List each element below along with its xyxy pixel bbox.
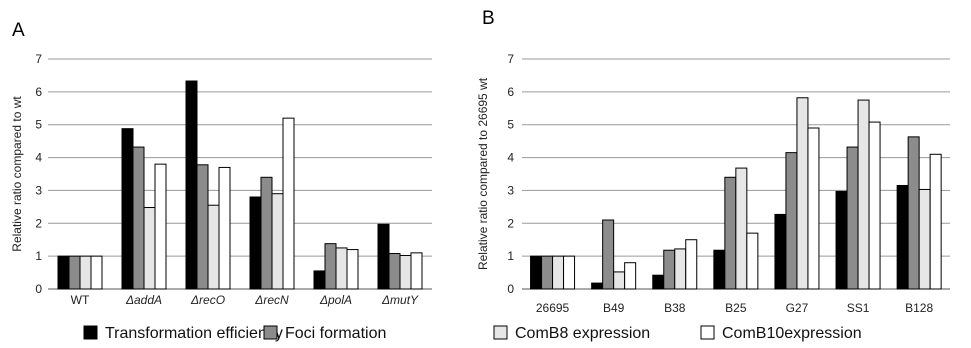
bar-b <box>896 185 909 290</box>
y-tick-label-a: 0 <box>35 282 42 296</box>
y-tick-label-a: 5 <box>35 118 42 132</box>
bar-b <box>602 219 615 290</box>
bar-a <box>249 196 262 290</box>
bar-a <box>68 255 81 290</box>
y-tick-label-a: 1 <box>35 249 42 263</box>
bar-a <box>79 255 92 290</box>
bar-a <box>207 204 220 290</box>
y-tick-label-a: 7 <box>35 52 42 66</box>
y-tick-label-b: 7 <box>507 52 514 66</box>
bar-a <box>324 243 337 290</box>
bar-b <box>857 99 870 290</box>
bar-a <box>377 223 390 290</box>
bar-b <box>541 255 554 290</box>
bar-b <box>735 167 748 290</box>
x-category-label-a: ΔmutY <box>381 293 419 307</box>
x-category-label-a: ΔpolA <box>319 293 352 307</box>
bar-b <box>835 190 848 290</box>
y-tick-label-a: 4 <box>35 151 42 165</box>
legend-swatch <box>493 325 508 340</box>
bar-b <box>663 249 676 290</box>
bar-b <box>563 255 576 290</box>
legend-label: Foci formation <box>285 325 386 342</box>
x-category-label-b: SS1 <box>847 301 870 315</box>
y-tick-label-b: 1 <box>507 249 514 263</box>
bar-b <box>724 176 737 290</box>
bar-b <box>918 188 931 290</box>
y-tick-label-b: 5 <box>507 118 514 132</box>
bar-a <box>57 255 70 290</box>
bar-b <box>746 232 759 290</box>
bar-a <box>218 166 231 290</box>
panel-letter-b: B <box>482 8 495 29</box>
x-category-label-b: B49 <box>603 301 625 315</box>
bar-a <box>399 254 412 290</box>
panel-a: A Relative ratio compared to wt 0 1 2 3 4 5 6 7… <box>10 20 432 307</box>
bar-b <box>807 127 820 290</box>
legend-swatch <box>700 325 715 340</box>
plot-area-b: 0 1 2 3 4 5 6 7 26695 B49 B38 B25 G27 SS1 B128 <box>507 52 950 315</box>
y-tick-label-b: 4 <box>507 151 514 165</box>
bar-a <box>121 128 134 290</box>
bar-a <box>260 176 273 290</box>
x-category-label-a: WT <box>71 293 90 307</box>
bar-b <box>785 152 798 290</box>
panel-letter-a: A <box>12 20 25 41</box>
bar-a <box>388 253 401 290</box>
bar-b <box>846 146 859 290</box>
bar-a <box>154 163 167 290</box>
bar-b <box>674 248 687 290</box>
legend: Transformation efficiency Foci formation C… <box>83 325 862 342</box>
bar-b <box>868 121 881 290</box>
bar-a <box>90 255 103 290</box>
bar-a <box>282 117 295 290</box>
legend-label: Transformation efficiency <box>105 325 283 342</box>
y-tick-label-b: 2 <box>507 216 514 230</box>
bar-b <box>613 271 626 290</box>
bar-a <box>143 207 156 290</box>
y-axis-label-b: Relative ratio compared to 26695 wt <box>476 77 490 270</box>
bar-b <box>624 262 637 290</box>
bar-b <box>552 255 565 290</box>
bar-b <box>796 97 809 290</box>
y-axis-label-a: Relative ratio compared to wt <box>10 96 24 252</box>
bar-a <box>185 80 198 290</box>
y-tick-label-a: 6 <box>35 85 42 99</box>
bar-b <box>685 239 698 290</box>
x-category-label-a: ΔrecN <box>254 293 289 307</box>
bar-b <box>929 153 942 290</box>
x-category-label-b: 26695 <box>536 301 570 315</box>
x-category-label-b: B128 <box>905 301 933 315</box>
panel-b: B Relative ratio compared to 26695 wt 0 1… <box>476 8 950 315</box>
bar-a <box>335 247 348 290</box>
legend-label: ComB8 expression <box>515 325 650 342</box>
bar-b <box>713 249 726 290</box>
bar-b <box>591 282 604 290</box>
legend-label: ComB10expression <box>722 325 862 342</box>
x-category-label-a: ΔrecO <box>190 293 225 307</box>
y-tick-label-b: 6 <box>507 85 514 99</box>
x-category-label-a: ΔaddA <box>125 293 162 307</box>
legend-swatch <box>83 325 98 340</box>
x-category-label-b: B38 <box>664 301 686 315</box>
bar-a <box>313 270 326 290</box>
bar-b <box>530 255 543 290</box>
bar-b <box>907 136 920 290</box>
x-category-label-b: G27 <box>786 301 809 315</box>
x-category-label-b: B25 <box>725 301 747 315</box>
bar-a <box>410 252 423 290</box>
y-tick-label-a: 3 <box>35 183 42 197</box>
plot-area-a: 0 1 2 3 4 5 6 7 WT ΔaddA ΔrecO ΔrecN ΔpolA ΔmutY <box>35 52 432 307</box>
y-tick-label-b: 3 <box>507 183 514 197</box>
bar-b <box>774 213 787 290</box>
legend-swatch <box>263 325 278 340</box>
bar-a <box>196 164 209 290</box>
bar-a <box>271 193 284 290</box>
bar-a <box>346 249 359 290</box>
y-tick-label-a: 2 <box>35 216 42 230</box>
bar-b <box>652 274 665 290</box>
bar-a <box>132 146 145 290</box>
y-tick-label-b: 0 <box>507 282 514 296</box>
